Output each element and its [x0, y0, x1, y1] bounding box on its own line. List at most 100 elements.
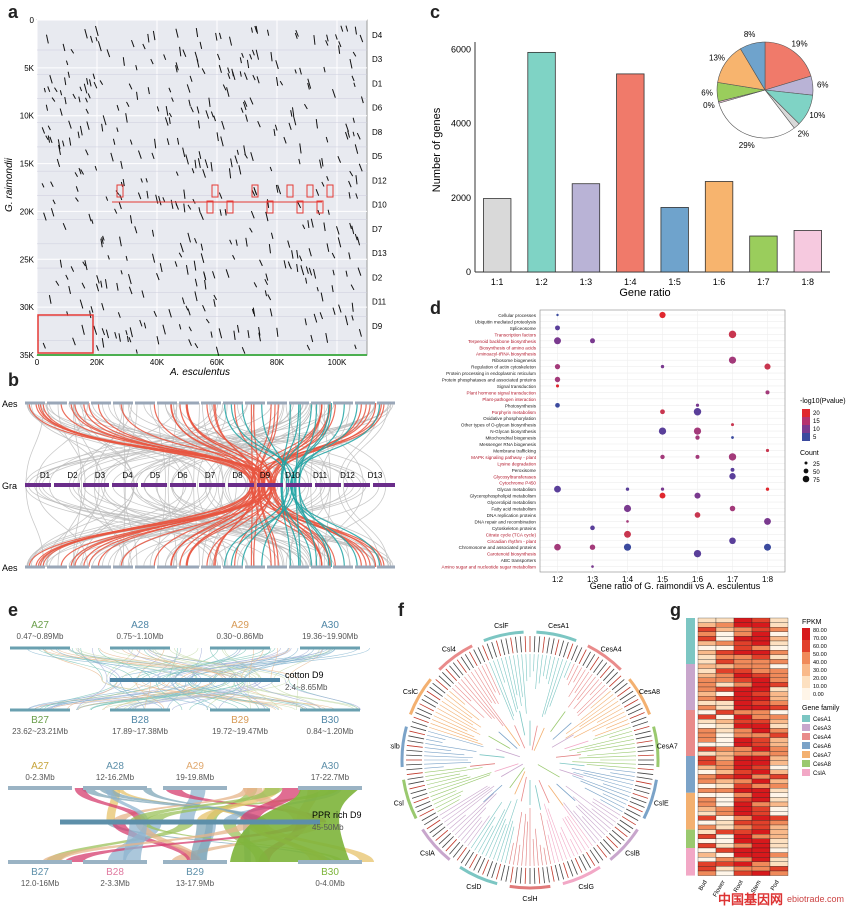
- panel-b-row-aes-bottom: Aes: [2, 563, 18, 573]
- panel-f-tip-label: [606, 672, 618, 684]
- panel-f-tip-label: [589, 656, 600, 671]
- panel-a-synteny-dot: [190, 106, 194, 113]
- panel-e-block-range: 23.62~23.21Mb: [12, 727, 68, 736]
- panel-g-cell: [769, 663, 789, 669]
- panel-b-chrom-label: D12: [340, 471, 355, 480]
- panel-g-cell: [769, 857, 789, 862]
- panel-f-branch: [474, 816, 496, 851]
- panel-d-term: Other types of O-glycan biosynthesis: [461, 423, 537, 428]
- panel-f-branch: [451, 687, 485, 718]
- panel-a-synteny-dot: [327, 209, 330, 215]
- panel-f-inner-branch: [550, 711, 566, 732]
- panel-b-ribbon-red: [120, 484, 273, 568]
- panel-g-cell: [751, 746, 771, 752]
- panel-d-term: Glycerolipid metabolism: [487, 500, 536, 505]
- panel-b-ribbon-gray: [314, 402, 387, 486]
- panel-b-ribbon-gray: [149, 484, 218, 568]
- panel-a-synteny-dot: [354, 26, 357, 35]
- panel-g-cell: [697, 709, 717, 715]
- panel-a-synteny-dot: [315, 188, 320, 196]
- panel-f-branch: [424, 762, 471, 765]
- panel-g-cell: [751, 774, 771, 780]
- panel-a-synteny-dot: [208, 97, 211, 107]
- panel-a-synteny-dot: [185, 265, 189, 275]
- panel-a-synteny-dot: [70, 48, 75, 54]
- panel-f-branch: [426, 774, 468, 786]
- panel-a-highlight-block: [296, 200, 304, 214]
- panel-f-branch: [540, 812, 551, 865]
- panel-b-ribbon-gray: [128, 402, 348, 486]
- panel-f-tip-label: [464, 851, 474, 866]
- panel-a-synteny-dot: [336, 226, 340, 235]
- panel-a-synteny-dot: [291, 250, 294, 259]
- panel-g-cell: [715, 682, 735, 688]
- panel-a-synteny-dot: [231, 68, 234, 77]
- panel-e-link-top: [115, 679, 182, 711]
- panel-a-synteny-dot: [175, 28, 179, 38]
- panel-a-synteny-dot: [258, 326, 261, 336]
- panel-f-tip-label: [413, 716, 429, 723]
- panel-g-family-bar: [686, 756, 695, 793]
- panel-g-cell: [697, 728, 717, 734]
- panel-f-branch: [444, 785, 495, 823]
- panel-f-tip-label: [636, 740, 653, 744]
- panel-a-synteny-dot: [101, 123, 104, 132]
- panel-g-cell: [697, 852, 717, 858]
- panel-d-dot: [695, 435, 700, 440]
- panel-a-synteny-dot: [112, 138, 116, 145]
- panel-f-branch: [573, 810, 600, 841]
- panel-g-cell: [751, 737, 771, 743]
- panel-a-synteny-dot: [255, 49, 260, 60]
- panel-a-synteny-dot: [254, 25, 258, 33]
- panel-e-link-top: [109, 679, 163, 711]
- panel-f-branch: [573, 771, 633, 790]
- panel-e-link-top: [115, 679, 258, 711]
- panel-b-ribbon-red: [250, 484, 253, 568]
- panel-a-synteny-dot: [227, 67, 230, 74]
- panel-f-tip-label: [603, 839, 615, 852]
- panel-b-ribbon-gray: [123, 484, 138, 568]
- panel-a-synteny-dot: [81, 282, 86, 289]
- panel-g-cell: [715, 617, 735, 623]
- panel-f-inner-branch: [551, 734, 574, 748]
- panel-a-synteny-dot: [349, 222, 352, 230]
- panel-b-synteny: Aes Gra Aes D1 D2 D3 D4 D5 D6 D7 D8 D9 D10 D11 D12 D…: [2, 399, 395, 573]
- panel-f-tip-label: [486, 643, 493, 659]
- panel-a-synteny-dot: [264, 278, 269, 286]
- panel-b-ribbon-gray: [72, 402, 82, 486]
- panel-a-synteny-dot: [67, 71, 70, 78]
- panel-a-synteny-dot: [198, 151, 202, 160]
- panel-a-synteny-dot: [100, 238, 103, 248]
- panel-g-column-label: Root: [733, 879, 745, 893]
- panel-g-family-label: CesA4: [813, 735, 832, 741]
- panel-f-tip-label: [413, 797, 429, 804]
- panel-d-xtick: 1:3: [587, 575, 599, 584]
- panel-f-tip-label: [621, 816, 636, 826]
- panel-a-synteny-dot: [159, 263, 163, 273]
- panel-b-ribbon-red: [262, 484, 367, 568]
- panel-f-tip-label: [533, 636, 536, 653]
- panel-f-tip-label: [438, 675, 451, 687]
- panel-f-inner-branch: [470, 763, 495, 767]
- panel-f-clade-arc: [642, 779, 658, 820]
- panel-f-tip-label: [515, 867, 518, 884]
- panel-d-dot: [693, 408, 702, 416]
- panel-g-cell: [769, 742, 789, 747]
- panel-g-cell: [751, 751, 771, 757]
- panel-g-cell: [751, 636, 771, 642]
- panel-a-synteny-dot: [335, 34, 338, 40]
- panel-f-tip-label: [570, 859, 578, 875]
- panel-d-label: d: [430, 298, 441, 318]
- panel-f-branch: [567, 815, 590, 849]
- panel-g-cell: [769, 714, 789, 720]
- panel-g-cell: [769, 746, 789, 752]
- panel-a-synteny-dot: [152, 30, 156, 41]
- panel-g-cell: [751, 700, 771, 706]
- panel-e-link-top: [131, 679, 274, 711]
- panel-a-synteny-dot: [140, 178, 143, 183]
- panel-a-synteny-dot: [290, 110, 293, 117]
- panel-b-ribbon-gray: [144, 484, 311, 568]
- panel-a-synteny-dot: [229, 239, 233, 245]
- panel-c-pie-slice: [764, 41, 812, 91]
- panel-a-synteny-dot: [59, 90, 63, 96]
